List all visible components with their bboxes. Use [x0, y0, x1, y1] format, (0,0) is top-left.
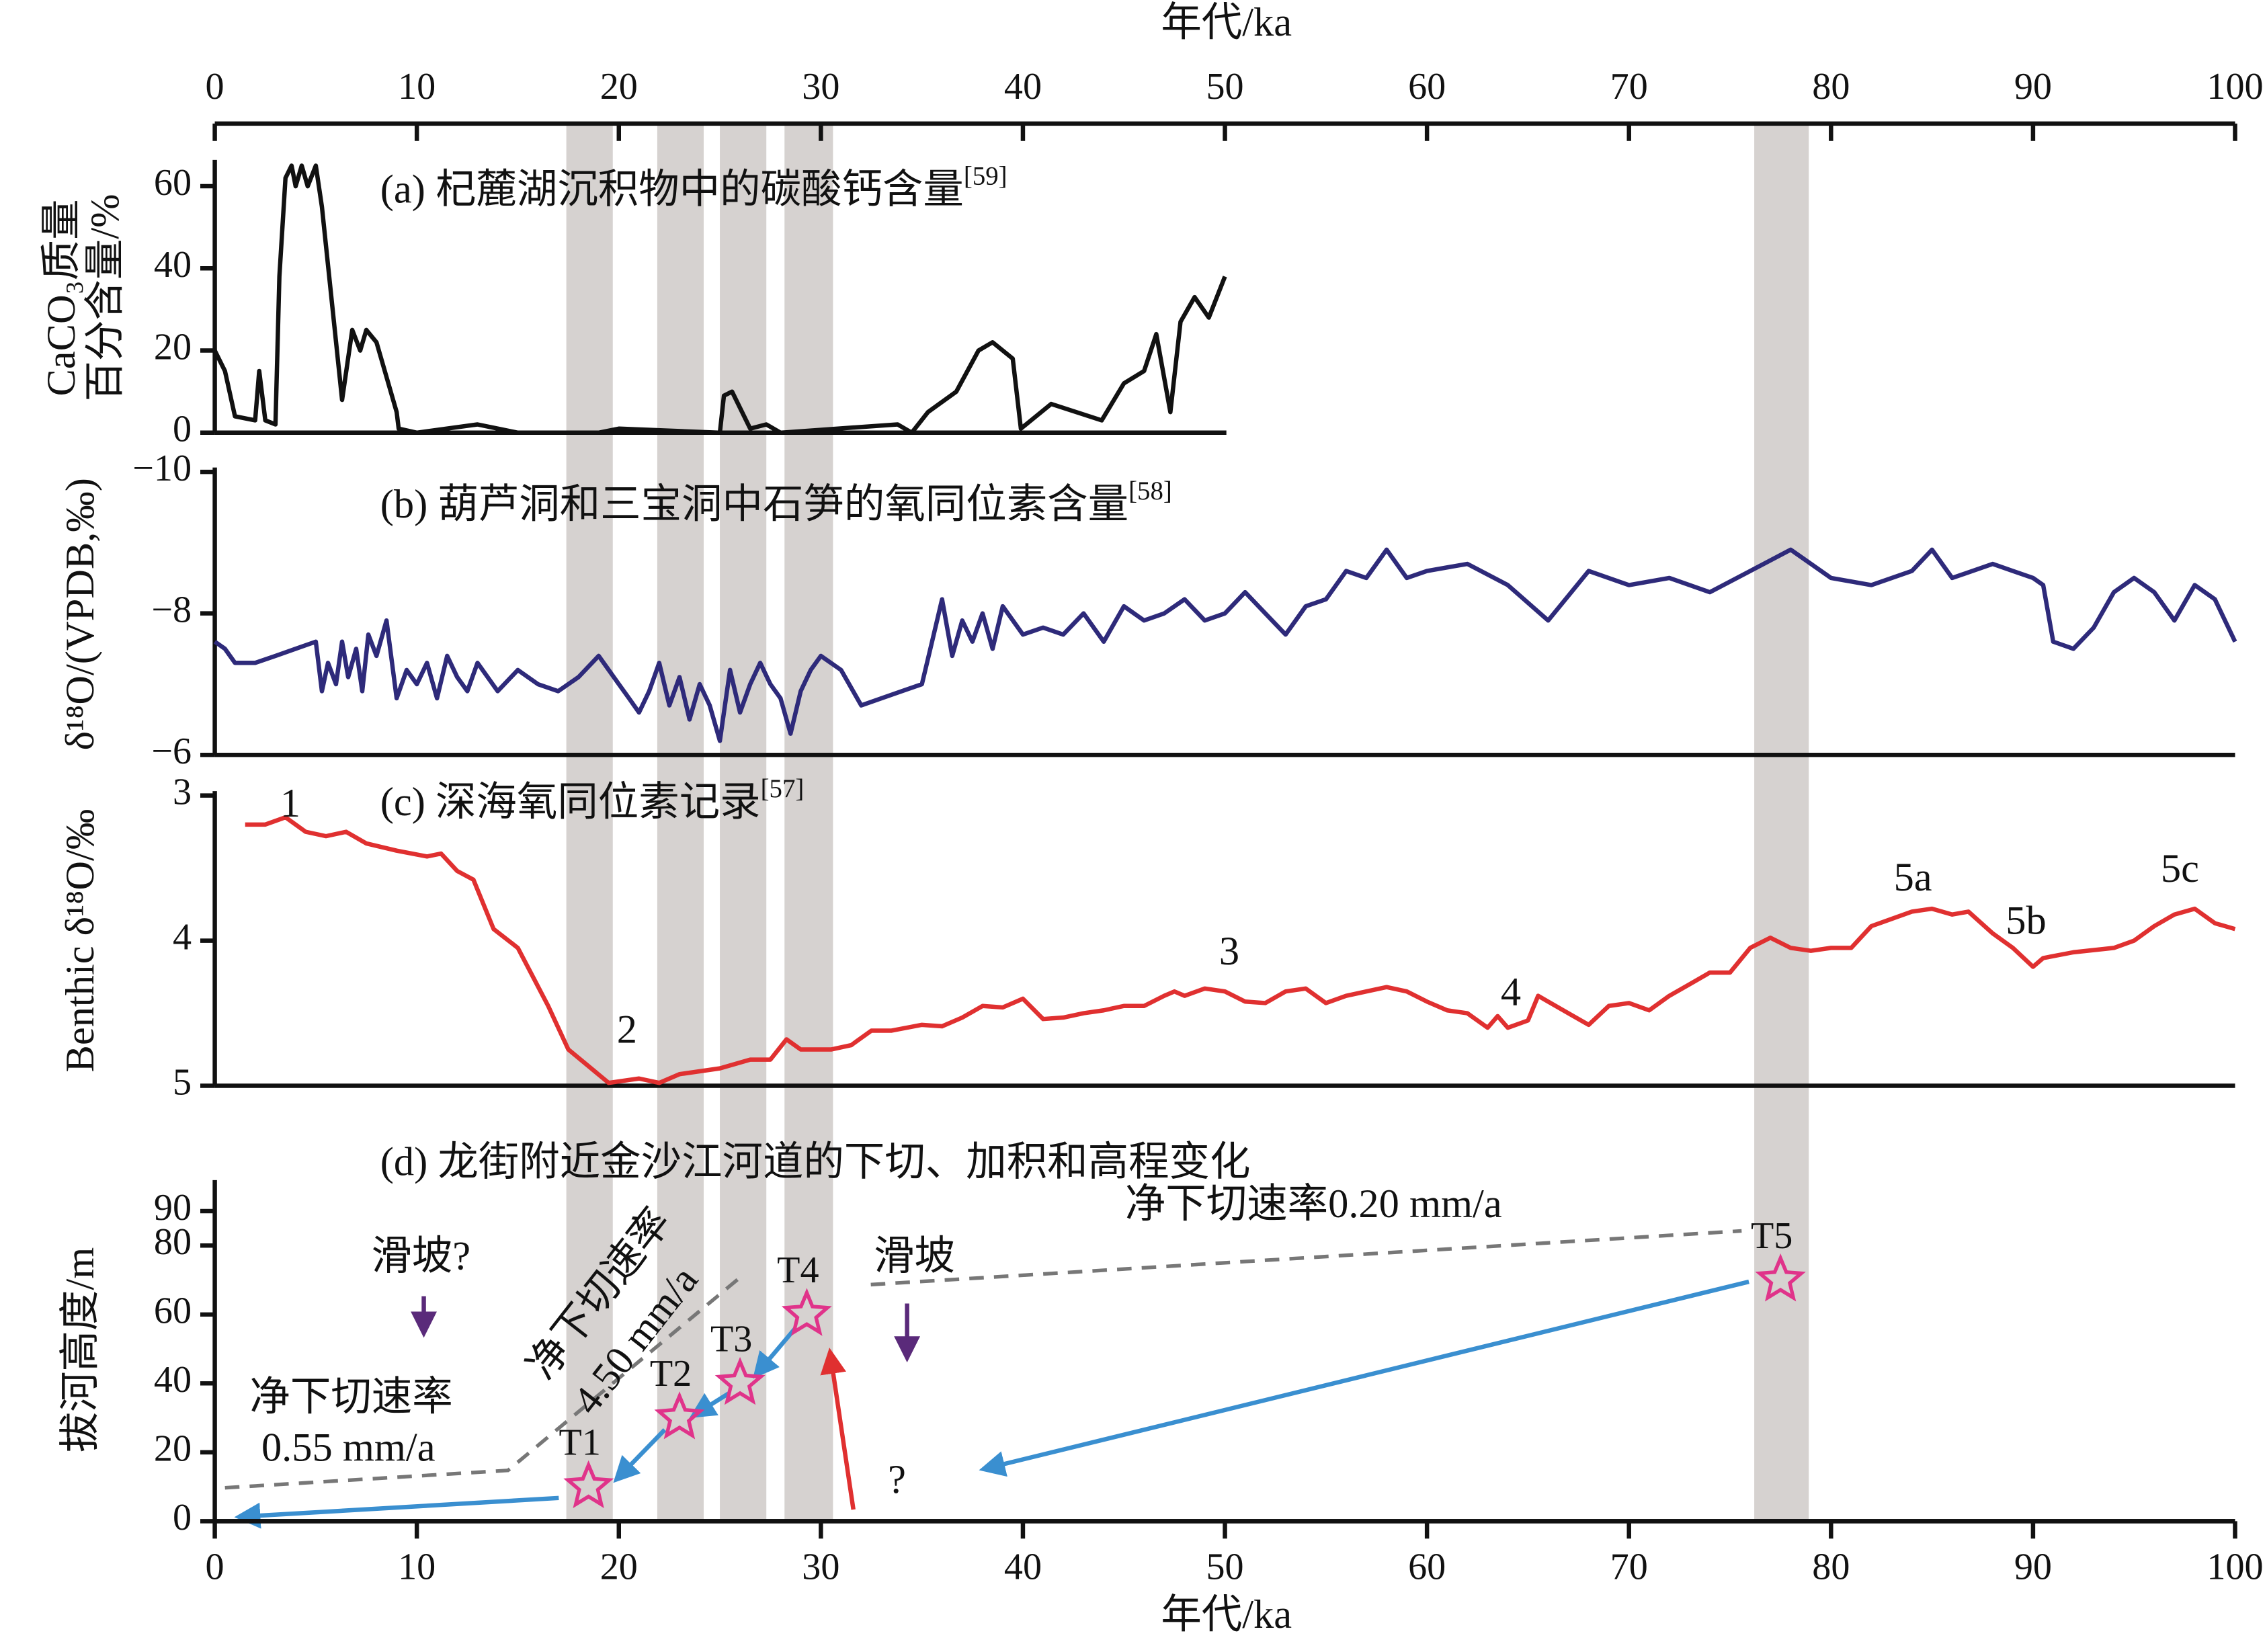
- arrow: [820, 1348, 856, 1510]
- x-tick-label: 10: [398, 1546, 436, 1588]
- annotation: 滑坡: [874, 1234, 955, 1279]
- terrace-star: [654, 1391, 705, 1440]
- y-axis-title: CaCO₃质量: [39, 199, 84, 396]
- data-line: [212, 163, 1227, 436]
- data-line: [213, 547, 2237, 743]
- panel-title-ref: [58]: [1128, 477, 1172, 506]
- x-tick-label: 80: [1812, 1546, 1850, 1588]
- shaded-band: [1754, 123, 1809, 1522]
- x-axis-title: 年代/ka: [1161, 0, 1292, 45]
- y-axis-title: Benthic δ¹⁸O/‰: [58, 809, 103, 1073]
- terrace-star: [563, 1460, 614, 1509]
- annotation: ?: [888, 1457, 906, 1502]
- annotation: 1: [280, 781, 300, 826]
- x-tick-label: 60: [1408, 1546, 1446, 1588]
- terrace-label: T1: [559, 1422, 601, 1464]
- panel-title-ref: [59]: [964, 162, 1007, 191]
- arrow: [613, 1428, 667, 1483]
- terrace-star: [1755, 1253, 1806, 1302]
- panel-title-text: (b) 葫芦洞和三宝洞中石笋的氧同位素含量: [380, 482, 1128, 527]
- terrace-star: [781, 1288, 832, 1336]
- x-tick-label: 20: [600, 1546, 638, 1588]
- annotation: 5c: [2161, 846, 2199, 891]
- annotation: 4: [1501, 970, 1521, 1015]
- y-tick-label: −10: [132, 448, 192, 489]
- x-tick-label: 50: [1206, 1546, 1243, 1588]
- y-tick-label: −8: [151, 589, 192, 631]
- panel-title-text: (a) 杞麓湖沉积物中的碳酸钙含量: [380, 167, 964, 212]
- panel-title: (c) 深海氧同位素记录[57]: [380, 774, 805, 824]
- x-tick-label: 40: [1004, 66, 1042, 108]
- panel-title-text: (c) 深海氧同位素记录: [380, 780, 761, 825]
- y-tick-label: 4: [173, 916, 192, 958]
- y-tick-label: 20: [154, 1428, 192, 1470]
- annotation: 净下切速率: [249, 1374, 452, 1419]
- x-tick-label: 100: [2207, 1546, 2263, 1588]
- y-tick-label: 3: [173, 772, 192, 813]
- annotation: 2: [617, 1007, 637, 1052]
- x-tick-label: 20: [600, 66, 638, 108]
- terrace-label: T2: [650, 1353, 692, 1395]
- shaded-band: [657, 123, 704, 1522]
- x-tick-label: 80: [1812, 66, 1850, 108]
- annotation: 滑坡?: [371, 1234, 470, 1279]
- shaded-band: [784, 123, 833, 1522]
- x-tick-label: 30: [802, 66, 839, 108]
- bands-layer: [566, 123, 1809, 1522]
- y-tick-label: 90: [154, 1187, 192, 1229]
- x-tick-label: 0: [206, 1546, 224, 1588]
- y-axis-title: δ¹⁸O/(VPDB,‰): [58, 478, 103, 750]
- y-tick-label: 0: [173, 409, 192, 450]
- y-tick-label: 60: [154, 1290, 192, 1332]
- y-tick-label: 80: [154, 1221, 192, 1263]
- y-tick-label: 60: [154, 162, 192, 204]
- panel-title-ref: [57]: [761, 774, 805, 803]
- terrace-label: T3: [710, 1319, 752, 1360]
- y-tick-label: −6: [151, 731, 192, 772]
- panel-title-text: (d) 龙街附近金沙江河道的下切、加积和高程变化: [380, 1139, 1251, 1184]
- arrow: [753, 1327, 797, 1379]
- x-tick-label: 70: [1610, 1546, 1648, 1588]
- x-tick-label: 90: [2014, 66, 2052, 108]
- shaded-band: [566, 123, 613, 1522]
- x-tick-label: 90: [2014, 1546, 2052, 1588]
- y-tick-label: 0: [173, 1497, 192, 1538]
- data-line: [245, 815, 2236, 1085]
- x-tick-label: 40: [1004, 1546, 1042, 1588]
- annotation: 净下切速率0.20 mm/a: [1125, 1182, 1502, 1227]
- y-axis-title: 拔河高度/m: [58, 1247, 103, 1453]
- panel-title: (a) 杞麓湖沉积物中的碳酸钙含量[59]: [380, 162, 1007, 212]
- x-tick-label: 50: [1206, 66, 1243, 108]
- rate-line: [224, 1276, 742, 1490]
- arrow: [234, 1495, 559, 1529]
- x-tick-label: 10: [398, 66, 436, 108]
- annotation: 3: [1219, 929, 1239, 974]
- y-tick-label: 40: [154, 244, 192, 286]
- annotation: 5a: [1894, 855, 1932, 900]
- x-axis-title: 年代/ka: [1161, 1592, 1292, 1637]
- annotation-arrows: [224, 1229, 1749, 1529]
- x-tick-label: 0: [206, 66, 224, 108]
- y-axis-title: 百分含量/%: [83, 194, 128, 401]
- y-tick-label: 40: [154, 1359, 192, 1401]
- terrace-label: T4: [777, 1249, 819, 1291]
- y-tick-label: 20: [154, 326, 192, 368]
- x-tick-label: 60: [1408, 66, 1446, 108]
- terrace-star: [714, 1357, 766, 1405]
- panel-title: (d) 龙街附近金沙江河道的下切、加积和高程变化: [380, 1139, 1251, 1184]
- annotation: 0.55 mm/a: [261, 1426, 436, 1471]
- x-tick-label: 100: [2207, 66, 2263, 108]
- arrow: [979, 1279, 1749, 1477]
- y-tick-label: 5: [173, 1061, 192, 1103]
- terrace-label: T5: [1751, 1215, 1792, 1257]
- rate-line: [870, 1229, 1742, 1287]
- annotation: 5b: [2006, 899, 2046, 944]
- panel-title: (b) 葫芦洞和三宝洞中石笋的氧同位素含量[58]: [380, 477, 1172, 527]
- x-tick-label: 30: [802, 1546, 839, 1588]
- x-tick-label: 70: [1610, 66, 1648, 108]
